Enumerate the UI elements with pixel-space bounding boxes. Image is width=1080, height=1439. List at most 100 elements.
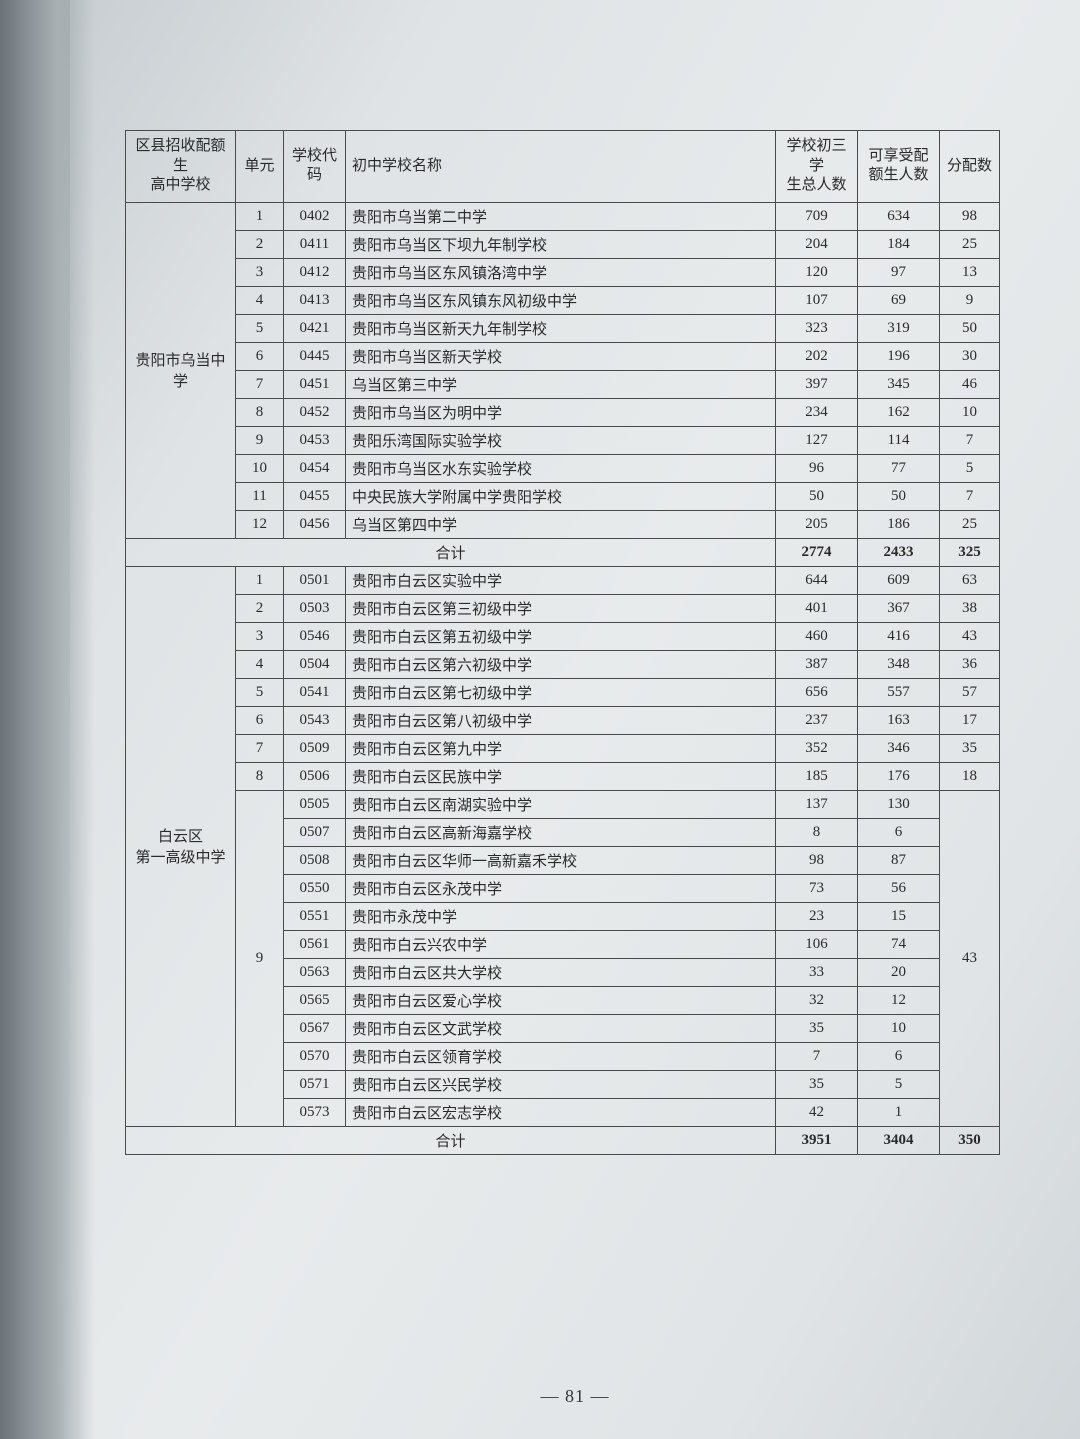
subtotal-label-cell: 合计 bbox=[126, 1126, 776, 1154]
students-cell: 323 bbox=[776, 314, 858, 342]
name-cell: 贵阳市白云区华师一高新嘉禾学校 bbox=[346, 846, 776, 874]
name-cell: 贵阳市白云区第三初级中学 bbox=[346, 594, 776, 622]
students-cell: 35 bbox=[776, 1070, 858, 1098]
unit-cell: 12 bbox=[236, 510, 284, 538]
table-row: 30412贵阳市乌当区东风镇洛湾中学1209713 bbox=[126, 258, 1000, 286]
document-page: 区县招收配额生高中学校 单元 学校代码 初中学校名称 学校初三学生总人数 可享受… bbox=[70, 0, 1080, 1439]
quota-cell: 87 bbox=[858, 846, 940, 874]
name-cell: 贵阳市白云区共大学校 bbox=[346, 958, 776, 986]
students-cell: 185 bbox=[776, 762, 858, 790]
students-cell: 709 bbox=[776, 202, 858, 230]
students-cell: 202 bbox=[776, 342, 858, 370]
name-cell: 乌当区第三中学 bbox=[346, 370, 776, 398]
unit-cell: 4 bbox=[236, 286, 284, 314]
header-row: 区县招收配额生高中学校 单元 学校代码 初中学校名称 学校初三学生总人数 可享受… bbox=[126, 131, 1000, 203]
binding-shadow bbox=[0, 0, 95, 1439]
code-cell: 0573 bbox=[284, 1098, 346, 1126]
quota-cell: 634 bbox=[858, 202, 940, 230]
code-cell: 0506 bbox=[284, 762, 346, 790]
subtotal-label-cell: 合计 bbox=[126, 538, 776, 566]
students-cell: 205 bbox=[776, 510, 858, 538]
alloc-cell: 25 bbox=[940, 230, 1000, 258]
quota-cell: 20 bbox=[858, 958, 940, 986]
table-row: 120456乌当区第四中学20518625 bbox=[126, 510, 1000, 538]
name-cell: 贵阳市白云兴农中学 bbox=[346, 930, 776, 958]
unit-cell: 11 bbox=[236, 482, 284, 510]
name-cell: 贵阳市乌当区下坝九年制学校 bbox=[346, 230, 776, 258]
unit-cell: 2 bbox=[236, 594, 284, 622]
unit-cell: 5 bbox=[236, 314, 284, 342]
alloc-cell: 43 bbox=[940, 622, 1000, 650]
unit-cell: 7 bbox=[236, 370, 284, 398]
unit-cell: 3 bbox=[236, 258, 284, 286]
subtotal-students: 2774 bbox=[776, 538, 858, 566]
code-cell: 0454 bbox=[284, 454, 346, 482]
name-cell: 贵阳市白云区南湖实验中学 bbox=[346, 790, 776, 818]
unit-cell: 3 bbox=[236, 622, 284, 650]
unit-cell: 7 bbox=[236, 734, 284, 762]
code-cell: 0453 bbox=[284, 426, 346, 454]
name-cell: 贵阳市白云区第八初级中学 bbox=[346, 706, 776, 734]
students-cell: 397 bbox=[776, 370, 858, 398]
students-cell: 460 bbox=[776, 622, 858, 650]
code-cell: 0508 bbox=[284, 846, 346, 874]
name-cell: 乌当区第四中学 bbox=[346, 510, 776, 538]
alloc-cell: 30 bbox=[940, 342, 1000, 370]
students-cell: 73 bbox=[776, 874, 858, 902]
code-cell: 0543 bbox=[284, 706, 346, 734]
code-cell: 0571 bbox=[284, 1070, 346, 1098]
students-cell: 35 bbox=[776, 1014, 858, 1042]
subtotal-row: 合计39513404350 bbox=[126, 1126, 1000, 1154]
name-cell: 贵阳市永茂中学 bbox=[346, 902, 776, 930]
name-cell: 贵阳市白云区实验中学 bbox=[346, 566, 776, 594]
code-cell: 0456 bbox=[284, 510, 346, 538]
table-row: 60543贵阳市白云区第八初级中学23716317 bbox=[126, 706, 1000, 734]
students-cell: 98 bbox=[776, 846, 858, 874]
code-cell: 0451 bbox=[284, 370, 346, 398]
students-cell: 387 bbox=[776, 650, 858, 678]
table-row: 40504贵阳市白云区第六初级中学38734836 bbox=[126, 650, 1000, 678]
name-cell: 贵阳市白云区永茂中学 bbox=[346, 874, 776, 902]
table-row: 60445贵阳市乌当区新天学校20219630 bbox=[126, 342, 1000, 370]
table-row: 贵阳市乌当中学10402贵阳市乌当第二中学70963498 bbox=[126, 202, 1000, 230]
students-cell: 127 bbox=[776, 426, 858, 454]
table-row: 110455中央民族大学附属中学贵阳学校50507 bbox=[126, 482, 1000, 510]
name-cell: 贵阳市白云区第九中学 bbox=[346, 734, 776, 762]
name-cell: 贵阳市白云区高新海嘉学校 bbox=[346, 818, 776, 846]
unit-cell: 8 bbox=[236, 398, 284, 426]
name-cell: 贵阳市乌当区新天九年制学校 bbox=[346, 314, 776, 342]
alloc-cell: 36 bbox=[940, 650, 1000, 678]
quota-cell: 5 bbox=[858, 1070, 940, 1098]
students-cell: 237 bbox=[776, 706, 858, 734]
students-cell: 106 bbox=[776, 930, 858, 958]
code-cell: 0501 bbox=[284, 566, 346, 594]
unit-cell: 5 bbox=[236, 678, 284, 706]
subtotal-alloc: 350 bbox=[940, 1126, 1000, 1154]
group-school-cell: 贵阳市乌当中学 bbox=[126, 202, 236, 538]
unit-cell: 4 bbox=[236, 650, 284, 678]
students-cell: 50 bbox=[776, 482, 858, 510]
header-school-group: 区县招收配额生高中学校 bbox=[126, 131, 236, 203]
quota-cell: 1 bbox=[858, 1098, 940, 1126]
quota-cell: 56 bbox=[858, 874, 940, 902]
quota-cell: 186 bbox=[858, 510, 940, 538]
code-cell: 0546 bbox=[284, 622, 346, 650]
code-cell: 0503 bbox=[284, 594, 346, 622]
table-row: 40413贵阳市乌当区东风镇东风初级中学107699 bbox=[126, 286, 1000, 314]
quota-cell: 69 bbox=[858, 286, 940, 314]
quota-cell: 10 bbox=[858, 1014, 940, 1042]
quota-cell: 74 bbox=[858, 930, 940, 958]
code-cell: 0452 bbox=[284, 398, 346, 426]
name-cell: 贵阳市乌当第二中学 bbox=[346, 202, 776, 230]
students-cell: 42 bbox=[776, 1098, 858, 1126]
alloc-cell: 50 bbox=[940, 314, 1000, 342]
students-cell: 234 bbox=[776, 398, 858, 426]
students-cell: 32 bbox=[776, 986, 858, 1014]
subtotal-students: 3951 bbox=[776, 1126, 858, 1154]
quota-cell: 6 bbox=[858, 1042, 940, 1070]
table-row: 80506贵阳市白云区民族中学18517618 bbox=[126, 762, 1000, 790]
quota-cell: 367 bbox=[858, 594, 940, 622]
code-cell: 0567 bbox=[284, 1014, 346, 1042]
unit-cell: 1 bbox=[236, 566, 284, 594]
quota-cell: 196 bbox=[858, 342, 940, 370]
